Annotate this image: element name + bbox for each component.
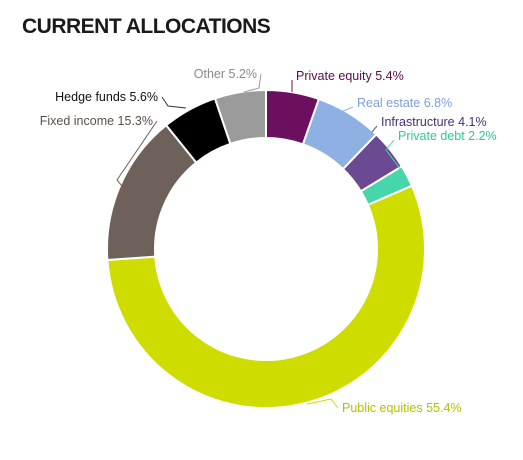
label-hedge-funds: Hedge funds 5.6% (55, 90, 158, 104)
label-public-equities: Public equities 55.4% (342, 401, 462, 415)
leader-other (243, 73, 262, 93)
leader-real-estate (340, 106, 354, 113)
slice-other (213, 88, 267, 146)
label-leaders (116, 73, 402, 409)
label-fixed-income: Fixed income 15.3% (40, 114, 153, 128)
donut-slices (106, 88, 426, 409)
label-infrastructure: Infrastructure 4.1% (381, 115, 487, 129)
label-private-debt: Private debt 2.2% (398, 129, 497, 143)
leader-infrastructure (371, 125, 378, 133)
chart-title: CURRENT ALLOCATIONS (22, 15, 271, 38)
leader-fixed-income (116, 120, 158, 187)
leader-public-equities (306, 398, 339, 409)
label-private-equity: Private equity 5.4% (296, 69, 404, 83)
leader-hedge-funds (161, 96, 187, 109)
leader-private-debt (385, 139, 402, 171)
slice-labels: Private equity 5.4% Real estate 6.8% Infra… (40, 67, 497, 415)
label-real-estate: Real estate 6.8% (357, 96, 452, 110)
slice-public-equities (106, 184, 426, 409)
label-other: Other 5.2% (194, 67, 257, 81)
